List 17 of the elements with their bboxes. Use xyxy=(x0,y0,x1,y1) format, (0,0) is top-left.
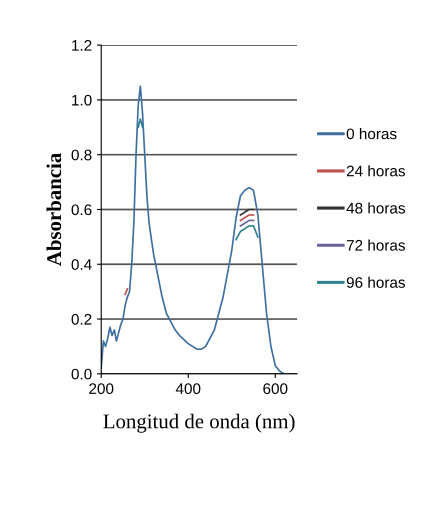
legend-label: 0 horas xyxy=(346,128,397,140)
y-tick-label: 0.8 xyxy=(72,150,92,160)
y-tick-label: 1.0 xyxy=(72,94,92,106)
legend-label: 48 horas xyxy=(346,202,406,214)
y-tick-label: 0.0 xyxy=(72,368,92,380)
y-tick-label: 0.6 xyxy=(72,204,92,216)
y-tick-label: 0.2 xyxy=(72,314,92,325)
y-tick-label: 1.2 xyxy=(72,40,92,51)
x-tick-label: 200 xyxy=(89,383,114,394)
x-axis-title: Longitud de onda (nm) xyxy=(103,414,295,433)
x-tick-label: 600 xyxy=(263,383,288,394)
y-tick-label: 0.4 xyxy=(72,259,92,270)
legend-label: 24 horas xyxy=(346,165,406,176)
x-tick-label: 400 xyxy=(176,383,200,394)
legend-label: 72 horas xyxy=(346,240,406,251)
legend-label: 96 horas xyxy=(346,276,406,288)
y-axis-title: Absorbancia xyxy=(46,153,62,266)
